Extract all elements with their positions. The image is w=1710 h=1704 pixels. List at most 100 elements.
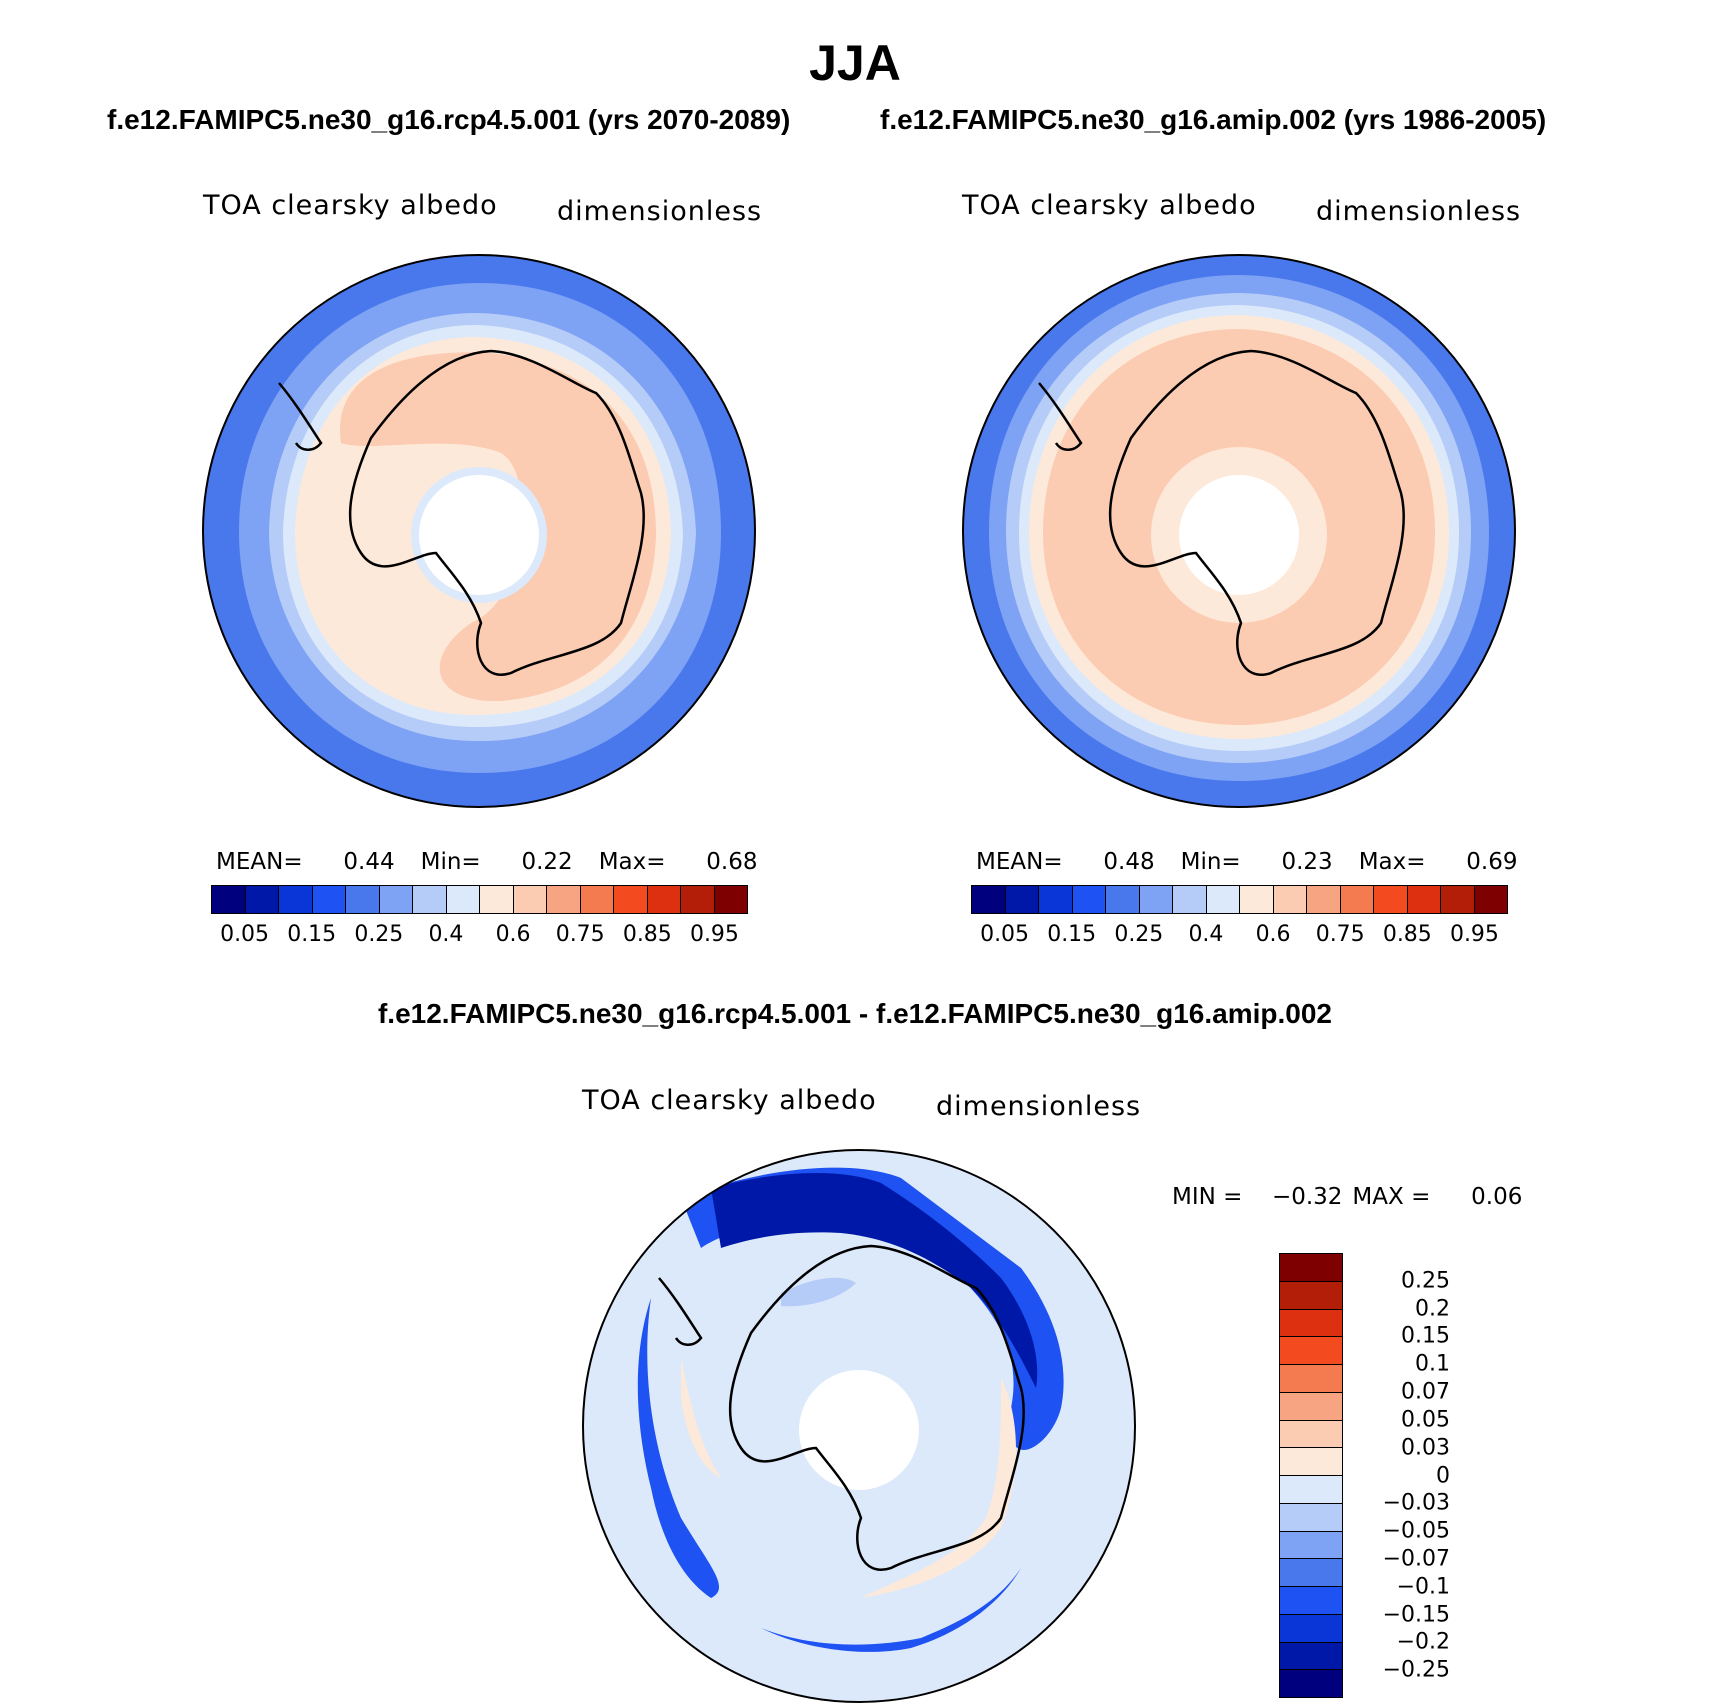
colorbar-cell	[1307, 886, 1341, 913]
panel1-min-label: Min=	[420, 849, 481, 875]
colorbar-cell	[1280, 1281, 1342, 1310]
polar-hole	[1179, 475, 1299, 595]
panel2-units-label: dimensionless	[1316, 196, 1522, 227]
colorbar-cell	[1240, 886, 1274, 913]
colorbar-panel2	[971, 885, 1508, 914]
colorbar-tick-label: 0.15	[287, 922, 337, 947]
colorbar-cell	[1139, 886, 1173, 913]
colorbar-cell	[614, 886, 648, 913]
colorbar-cell	[480, 886, 514, 913]
colorbar-cell	[1474, 886, 1507, 913]
colorbar-tick-label: 0	[1436, 1463, 1450, 1488]
panel2-min-value: 0.23	[1281, 849, 1333, 875]
map-panel2	[962, 254, 1516, 808]
panel1-variable-label: TOA clearsky albedo	[203, 190, 498, 221]
colorbar-tick-label: 0.1	[1415, 1351, 1450, 1377]
peninsula-coastline	[658, 1277, 703, 1346]
panel1-max-label: Max=	[598, 849, 666, 875]
zone-ice-edge-ring-core	[711, 1172, 1038, 1388]
colorbar-tick-label: 0.85	[622, 922, 672, 947]
colorbar-tick-label: 0.75	[555, 922, 605, 947]
colorbar-tick-label: 0.95	[1449, 922, 1499, 947]
colorbar-tick-label: 0.03	[1401, 1435, 1450, 1461]
colorbar-cell	[346, 886, 380, 913]
colorbar-cell	[513, 886, 547, 913]
colorbar-tick-label: 0.4	[1188, 922, 1224, 947]
colorbar-tick-label: 0.15	[1047, 922, 1097, 947]
colorbar-cell	[1280, 1392, 1342, 1421]
diff-stats: MIN = −0.32 MAX = 0.06	[1172, 1184, 1522, 1210]
colorbar-panel1	[211, 885, 748, 914]
colorbar-cell	[413, 886, 447, 913]
colorbar-tick-label: 0.6	[1255, 922, 1291, 947]
colorbar-tick-label: −0.25	[1382, 1657, 1450, 1683]
map-diff	[582, 1149, 1136, 1703]
colorbar-cell	[446, 886, 480, 913]
panel1-mean-label: MEAN=	[216, 849, 303, 875]
colorbar-tick-label: 0.2	[1415, 1296, 1450, 1322]
panel1-max-value: 0.68	[706, 849, 758, 875]
panel2-mean-value: 0.48	[1103, 849, 1155, 875]
zone-coastal-positive-west	[681, 1358, 721, 1478]
panel2-variable-label: TOA clearsky albedo	[962, 190, 1257, 221]
colorbar-cell	[1407, 886, 1441, 913]
colorbar-tick-label: 0.95	[689, 922, 739, 947]
colorbar-tick-label: 0.05	[220, 922, 270, 947]
zone-weak-negative	[781, 1277, 856, 1307]
colorbar-cell	[580, 886, 614, 913]
colorbar-cell	[1280, 1587, 1342, 1615]
diff-min-value: −0.32	[1271, 1184, 1343, 1210]
peninsula-coastline	[278, 382, 323, 451]
colorbar-diff-ticks: 0.25 0.2 0.15 0.1 0.07 0.05 0.03 0 −0.03 −0.05 −0.…	[1350, 1253, 1460, 1698]
colorbar-cell	[1280, 1503, 1342, 1532]
colorbar-panel1-ticks: 0.05 0.15 0.25 0.4 0.6 0.75 0.85 0.95	[211, 922, 748, 952]
zone-continent	[340, 352, 656, 702]
colorbar-cell	[212, 886, 246, 913]
colorbar-cell	[1072, 886, 1106, 913]
colorbar-cell	[1273, 886, 1307, 913]
colorbar-cell	[1173, 886, 1207, 913]
peninsula-coastline	[1038, 382, 1083, 451]
panel1-stats: MEAN= 0.44 Min= 0.22 Max= 0.68	[216, 849, 758, 875]
case1-title: f.e12.FAMIPC5.ne30_g16.rcp4.5.001 (yrs 2…	[107, 104, 791, 135]
panel1-mean-value: 0.44	[343, 849, 395, 875]
colorbar-cell	[245, 886, 279, 913]
panel1-min-value: 0.22	[521, 849, 573, 875]
colorbar-tick-label: −0.07	[1382, 1546, 1450, 1572]
colorbar-tick-label: −0.1	[1396, 1574, 1450, 1600]
diff-title: f.e12.FAMIPC5.ne30_g16.rcp4.5.001 - f.e1…	[377, 998, 1333, 1029]
zone-ice-edge-ring-west	[637, 1298, 720, 1598]
colorbar-cell	[1280, 1670, 1342, 1697]
colorbar-cell	[1106, 886, 1140, 913]
colorbar-tick-label: −0.05	[1382, 1518, 1450, 1544]
colorbar-cell	[312, 886, 346, 913]
colorbar-cell	[1280, 1476, 1342, 1504]
colorbar-tick-label: 0.15	[1401, 1323, 1450, 1349]
diff-max-value: 0.06	[1471, 1184, 1523, 1210]
colorbar-cell	[1280, 1642, 1342, 1671]
map-panel1	[202, 254, 756, 808]
antarctica-coastline	[728, 1244, 1025, 1571]
antarctica-coastline	[348, 349, 645, 676]
colorbar-tick-label: 0.07	[1401, 1379, 1450, 1405]
colorbar-tick-label: 0.75	[1315, 922, 1365, 947]
colorbar-cell	[1280, 1337, 1342, 1365]
colorbar-tick-label: 0.05	[1401, 1407, 1450, 1433]
colorbar-cell	[1280, 1531, 1342, 1560]
colorbar-tick-label: 0.25	[1114, 922, 1164, 947]
colorbar-tick-label: −0.03	[1382, 1490, 1450, 1516]
colorbar-cell	[1280, 1365, 1342, 1393]
zone-ice-edge-ring-north	[681, 1167, 1064, 1450]
colorbar-cell	[647, 886, 681, 913]
colorbar-cell	[1340, 886, 1374, 913]
panel2-max-value: 0.69	[1466, 849, 1518, 875]
colorbar-cell	[279, 886, 313, 913]
panel2-min-label: Min=	[1180, 849, 1241, 875]
colorbar-tick-label: 0.25	[1401, 1268, 1450, 1294]
colorbar-cell	[1280, 1559, 1342, 1587]
polar-hole	[419, 475, 539, 595]
colorbar-cell	[1206, 886, 1240, 913]
colorbar-tick-label: 0.6	[495, 922, 531, 947]
colorbar-tick-label: 0.85	[1382, 922, 1432, 947]
colorbar-cell	[1441, 886, 1475, 913]
